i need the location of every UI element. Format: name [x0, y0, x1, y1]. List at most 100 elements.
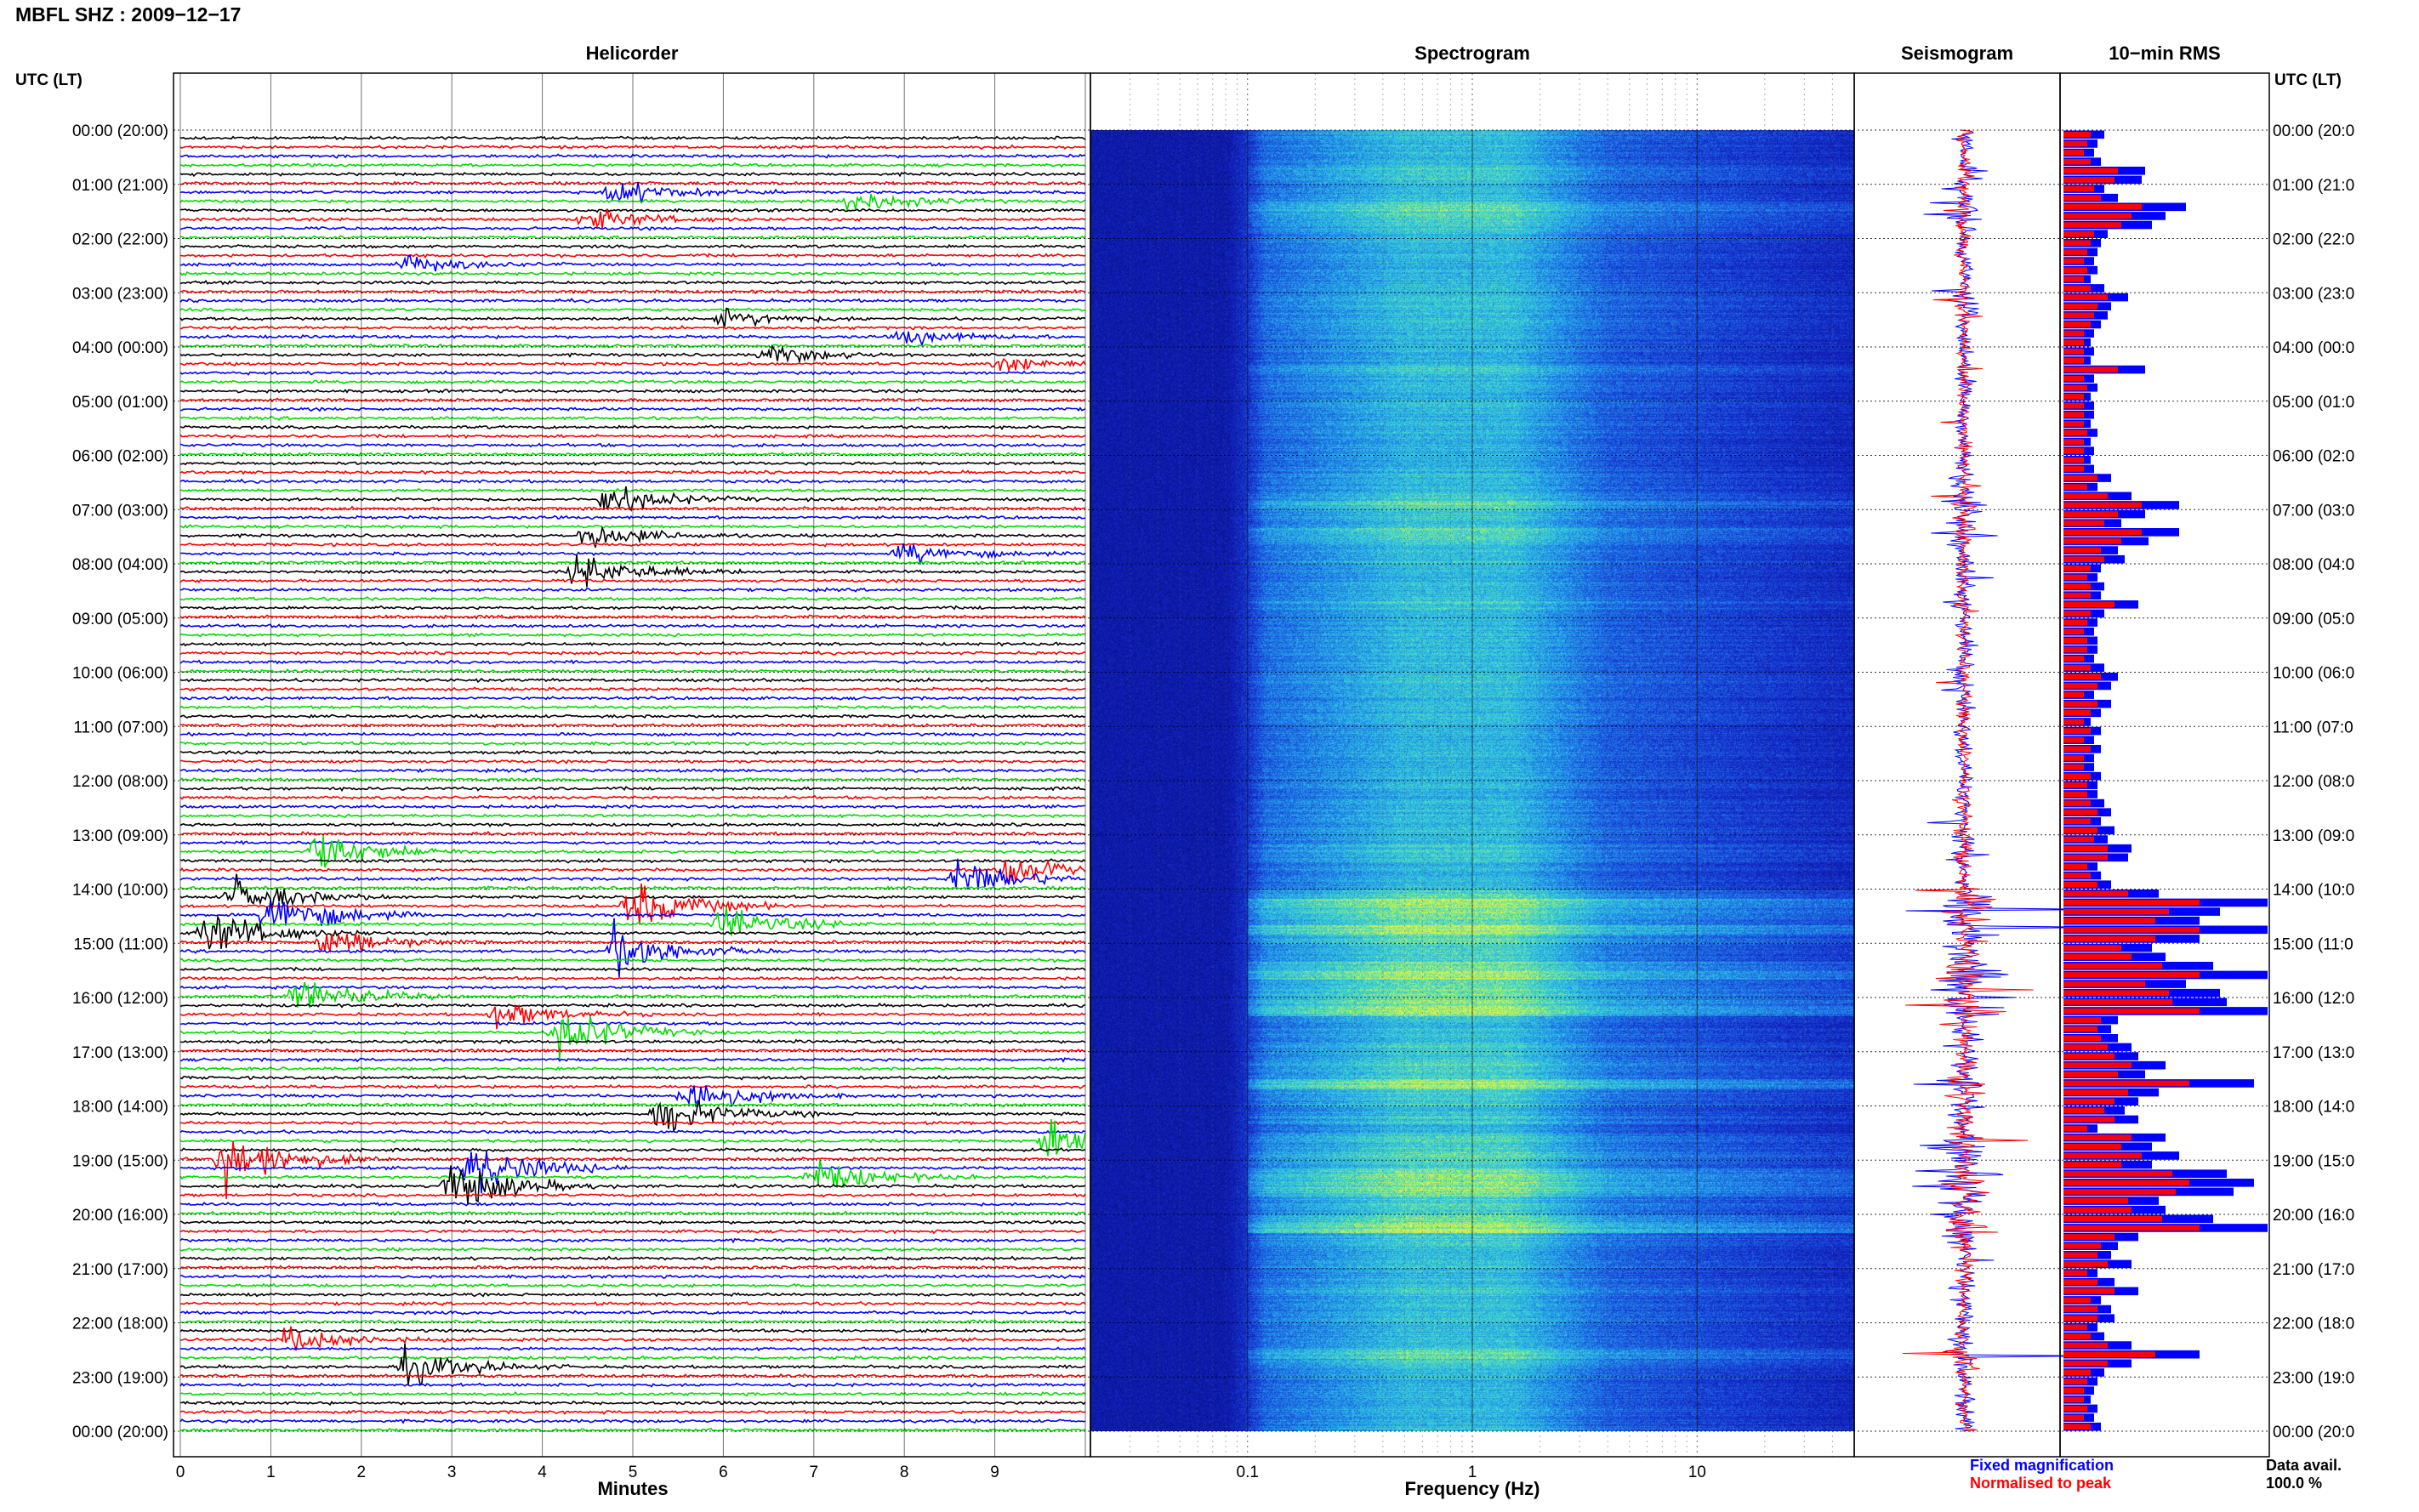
rms-bar-normalised	[2063, 863, 2087, 870]
time-label-left: 08:00 (04:00)	[72, 556, 168, 574]
time-label-right: 21:00 (17:0	[2273, 1261, 2354, 1279]
freq-tick-label: 10	[1688, 1464, 1706, 1481]
rms-bar-normalised	[2063, 439, 2084, 445]
panel-frames	[173, 72, 2270, 1458]
time-label-right: 23:00 (19:0	[2273, 1369, 2354, 1387]
rms-bar-normalised	[2063, 927, 2200, 933]
time-label-left: 20:00 (16:00)	[72, 1207, 168, 1225]
time-label-right: 07:00 (03:0	[2273, 502, 2354, 520]
rms-bar-normalised	[2063, 945, 2121, 951]
rms-bar-normalised	[2063, 881, 2097, 888]
time-label-right: 08:00 (04:0	[2273, 556, 2354, 574]
time-label-left: 01:00 (21:00)	[72, 177, 168, 195]
seismogram-header: Seismogram	[1900, 43, 2014, 64]
rms-bar-normalised	[2063, 177, 2114, 183]
time-label-left: 11:00 (07:00)	[73, 719, 168, 736]
rms-bar-normalised	[2063, 222, 2121, 228]
rms-bar-normalised	[2063, 285, 2091, 292]
rms-bar-normalised	[2063, 656, 2084, 662]
time-label-right: 06:00 (02:0	[2273, 448, 2354, 466]
time-label-right: 17:00 (13:0	[2273, 1044, 2354, 1062]
rms-bar-normalised	[2063, 691, 2084, 698]
rms-bar-normalised	[2063, 1125, 2087, 1132]
legend-fixed: Fixed magnification	[1970, 1457, 2114, 1474]
rms-bar-normalised	[2063, 1170, 2172, 1177]
utc-label-right: UTC (LT)	[2274, 71, 2342, 89]
time-label-right: 09:00 (05:0	[2273, 611, 2354, 628]
rms-bar-normalised	[2063, 1026, 2097, 1032]
rms-bars	[2063, 130, 2268, 1431]
time-label-left: 04:00 (00:00)	[72, 339, 168, 357]
time-label-left: 12:00 (08:00)	[72, 773, 168, 791]
time-label-right: 00:00 (20:0	[2273, 1424, 2354, 1441]
freq-tick-label: 1	[1468, 1464, 1477, 1481]
time-label-right: 11:00 (07:0	[2273, 719, 2354, 736]
data-avail-label: Data avail.	[2266, 1457, 2342, 1474]
rms-bar-normalised	[2063, 619, 2087, 626]
time-label-right: 02:00 (22:0	[2273, 231, 2354, 249]
time-label-left: 00:00 (20:00)	[72, 1424, 168, 1441]
rms-bar-normalised	[2063, 1134, 2132, 1140]
rms-bar-normalised	[2063, 547, 2101, 554]
spectrogram-header: Spectrogram	[1414, 43, 1530, 64]
time-label-left: 07:00 (03:00)	[72, 502, 168, 520]
time-label-right: 13:00 (09:0	[2273, 827, 2354, 845]
seismogram-normalised-trace	[1902, 129, 2034, 1432]
rms-bar-normalised	[2063, 1197, 2128, 1204]
rms-bar-normalised	[2063, 990, 2169, 996]
rms-bar-normalised	[2063, 339, 2084, 345]
rms-bar-normalised	[2063, 1098, 2114, 1105]
rms-bar-normalised	[2063, 1315, 2097, 1322]
rms-bar-normalised	[2063, 836, 2094, 843]
rms-bar-normalised	[2063, 1035, 2101, 1042]
rms-bar-normalised	[2063, 213, 2132, 219]
rms-bar-normalised	[2063, 601, 2114, 608]
rms-bar-normalised	[2063, 719, 2084, 725]
rms-bar-normalised	[2063, 493, 2108, 499]
time-label-right: 18:00 (14:0	[2273, 1099, 2354, 1117]
rms-bar-normalised	[2063, 800, 2091, 806]
rms-bar-normalised	[2063, 195, 2101, 201]
time-label-right: 22:00 (18:0	[2273, 1316, 2354, 1333]
rms-bar-normalised	[2063, 755, 2084, 761]
rms-bar-normalised	[2063, 963, 2162, 969]
rms-bar-normalised	[2063, 1152, 2142, 1159]
time-label-left: 22:00 (18:00)	[72, 1316, 168, 1333]
rms-bar-normalised	[2063, 782, 2087, 788]
minute-tick-label: 2	[357, 1464, 367, 1481]
time-label-right: 04:00 (00:0	[2273, 339, 2354, 357]
panel-frame	[2059, 72, 2270, 1458]
time-label-right: 15:00 (11:0	[2273, 935, 2354, 953]
rms-bar-normalised	[2063, 168, 2118, 174]
minute-tick-label: 4	[538, 1464, 547, 1481]
rms-bar-normalised	[2063, 303, 2097, 310]
minute-tick-label: 3	[447, 1464, 457, 1481]
rms-bar-normalised	[2063, 349, 2084, 355]
rms-bar-normalised	[2063, 330, 2084, 337]
time-label-left: 13:00 (09:00)	[72, 827, 168, 845]
time-label-left: 18:00 (14:00)	[72, 1099, 168, 1117]
time-label-right: 05:00 (01:0	[2273, 394, 2354, 412]
rms-bar-normalised	[2063, 412, 2084, 418]
time-label-right: 03:00 (23:0	[2273, 285, 2354, 303]
rms-bar-normalised	[2063, 402, 2084, 409]
rms-bar-normalised	[2063, 953, 2132, 960]
time-label-left: 10:00 (06:00)	[72, 665, 168, 683]
rms-bar-normalised	[2063, 1179, 2189, 1186]
rms-bar-normalised	[2063, 873, 2091, 878]
data-avail-value: 100.0 %	[2266, 1475, 2323, 1492]
rms-bar-normalised	[2063, 1261, 2108, 1267]
rms-bar-normalised	[2063, 728, 2091, 734]
time-label-right: 10:00 (06:0	[2273, 665, 2354, 683]
rms-bar-normalised	[2063, 1089, 2128, 1095]
rms-bar-normalised	[2063, 384, 2087, 391]
rms-bar-normalised	[2063, 683, 2097, 689]
rms-bar-normalised	[2063, 1424, 2091, 1430]
helicorder-header: Helicorder	[585, 43, 679, 64]
rms-bar-normalised	[2063, 140, 2087, 147]
rms-bar-normalised	[2063, 701, 2097, 707]
rms-bar-normalised	[2063, 520, 2104, 526]
time-label-left: 17:00 (13:00)	[72, 1044, 168, 1062]
rms-bar-normalised	[2063, 230, 2094, 237]
rms-bar-normalised	[2063, 890, 2128, 897]
